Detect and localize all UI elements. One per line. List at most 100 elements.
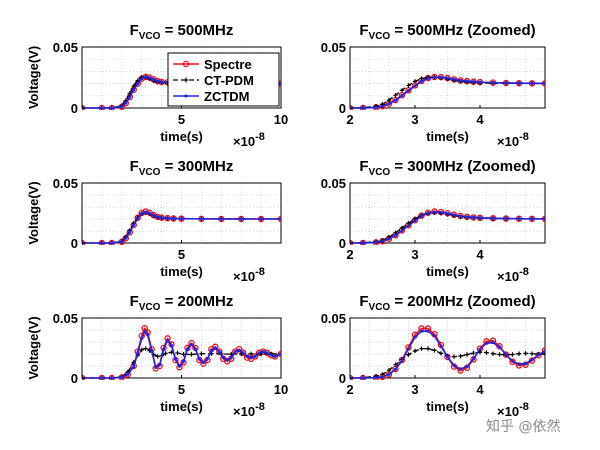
data-point: [148, 211, 152, 215]
data-point: [132, 223, 136, 227]
data-point: [407, 347, 410, 350]
data-point: [143, 346, 148, 351]
x-tick-label: 10: [274, 112, 288, 127]
data-point: [465, 365, 469, 368]
data-point: [273, 355, 277, 358]
data-point: [451, 354, 457, 359]
chart-title: FVCO = 300MHz: [130, 158, 234, 178]
data-point: [394, 234, 397, 237]
data-point: [277, 350, 281, 358]
data-point: [543, 82, 545, 85]
data-point: [124, 101, 128, 105]
series-group: [350, 73, 545, 110]
data-point: [543, 349, 545, 353]
series-markers-zctdm: [82, 329, 281, 380]
data-point: [233, 350, 237, 353]
data-point: [452, 213, 456, 217]
y-tick-label: 0.05: [321, 40, 346, 55]
data-point: [471, 350, 476, 356]
data-point: [490, 351, 496, 356]
data-point: [393, 92, 398, 98]
data-point: [124, 236, 128, 240]
x-tick-label: 3: [411, 247, 418, 262]
data-point: [405, 87, 412, 94]
data-point: [194, 347, 197, 351]
title-subscript: VCO: [139, 167, 161, 178]
data-point: [239, 349, 247, 357]
data-point: [241, 351, 245, 355]
y-tick-label: 0.05: [321, 311, 346, 326]
data-point: [100, 376, 104, 380]
data-point: [399, 88, 405, 93]
data-point: [446, 212, 449, 215]
data-point: [529, 351, 535, 356]
data-point: [374, 376, 378, 380]
data-point: [136, 351, 140, 355]
data-point: [433, 210, 436, 214]
data-point: [524, 362, 527, 365]
title-main: F: [359, 293, 368, 310]
data-point: [257, 351, 261, 355]
x-tick-label: 4: [476, 382, 484, 397]
data-point: [386, 368, 392, 373]
data-point: [100, 106, 104, 110]
data-point: [498, 345, 501, 349]
data-point: [186, 347, 189, 351]
data-point: [420, 329, 423, 333]
data-point: [245, 355, 249, 358]
data-point: [452, 364, 456, 367]
title-main: F: [359, 22, 368, 39]
data-point: [394, 98, 397, 102]
data-point: [439, 211, 443, 214]
data-point: [188, 339, 195, 347]
data-point: [361, 376, 365, 380]
data-point: [420, 214, 423, 218]
data-point: [144, 210, 148, 214]
data-point: [182, 359, 185, 363]
y-tick-label: 0.05: [53, 176, 78, 191]
data-point: [110, 376, 114, 380]
data-point: [361, 106, 365, 110]
data-point: [523, 351, 528, 356]
data-point: [120, 376, 124, 379]
data-point: [269, 353, 273, 357]
data-point: [406, 83, 411, 88]
multiplier-exponent: -8: [519, 401, 529, 413]
data-point: [465, 79, 469, 83]
data-point: [158, 363, 162, 367]
data-point: [279, 217, 281, 221]
data-point: [237, 349, 241, 352]
y-axis-label: Voltage(V): [26, 316, 41, 379]
x-tick-label: 2: [346, 247, 353, 262]
data-point: [132, 365, 136, 368]
data-point: [510, 352, 515, 357]
data-point: [504, 217, 508, 220]
data-point: [160, 80, 163, 84]
data-point: [426, 211, 430, 215]
series-line-zctdm: [82, 211, 281, 244]
data-point: [541, 347, 545, 354]
data-point: [407, 224, 410, 227]
data-point: [381, 104, 384, 108]
data-point: [413, 219, 417, 223]
data-point: [478, 216, 482, 220]
data-point: [170, 344, 173, 347]
title-rest: = 200MHz: [160, 293, 233, 310]
data-point: [162, 347, 165, 351]
data-point: [478, 80, 482, 84]
x-axis-label: time(s): [160, 399, 203, 414]
x-axis-label: time(s): [160, 129, 203, 144]
y-tick-label: 0.05: [53, 311, 78, 326]
data-point: [182, 60, 190, 68]
multiplier-exponent: -8: [255, 401, 265, 413]
data-point: [413, 84, 417, 88]
data-point: [522, 361, 529, 369]
data-point: [235, 345, 243, 353]
x-axis-label: time(s): [426, 399, 469, 414]
data-point: [361, 241, 365, 245]
multiplier-exponent: -8: [519, 131, 529, 143]
x-tick-label: 5: [178, 247, 185, 262]
data-point: [249, 356, 253, 359]
